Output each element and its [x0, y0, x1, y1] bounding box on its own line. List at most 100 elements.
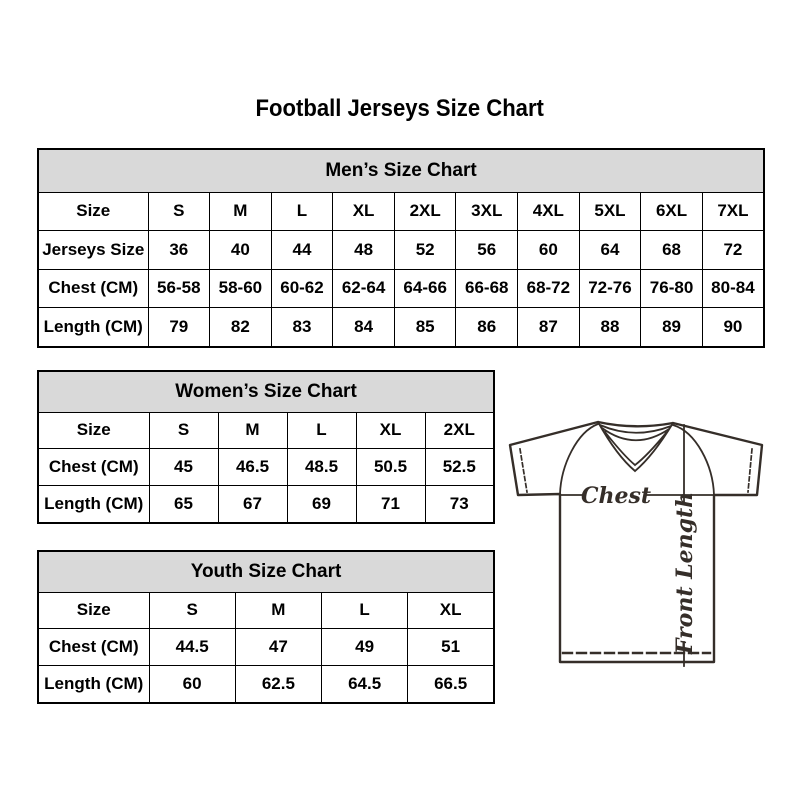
cell: 76-80 [640, 268, 703, 309]
row-label: Length (CM) [37, 307, 149, 348]
cell: 82 [209, 307, 272, 348]
front-length-label: Front Length [672, 492, 698, 655]
cell: 36 [147, 230, 211, 270]
cell: 48.5 [286, 448, 357, 486]
table-row: Size S M L XL [37, 591, 495, 630]
chest-label: Chest [581, 483, 651, 509]
cell: 2XL [393, 191, 457, 232]
cell: 40 [209, 230, 272, 270]
size-table-women: Women’s Size Chart Size S M L XL 2XL Chest (CM)… [37, 370, 495, 524]
cell: 2XL [424, 411, 495, 450]
cell: 90 [701, 307, 765, 348]
table-row: Size S M L XL 2XL 3XL 4XL 5XL 6XL 7XL [37, 191, 765, 232]
cell: 60-62 [270, 268, 334, 309]
size-table-men: Men’s Size Chart Size S M L XL 2XL 3XL 4XL 5XL 6XL… [37, 148, 765, 348]
cell: 46.5 [217, 448, 288, 486]
cell: 86 [455, 307, 519, 348]
cell: 52.5 [424, 448, 495, 486]
cell: S [148, 411, 219, 450]
cell: 73 [424, 484, 495, 524]
row-label: Length (CM) [37, 484, 150, 524]
table-row: Jerseys Size 36 40 44 48 52 56 60 64 68 72 [37, 230, 765, 270]
table-section-title: Youth Size Chart [37, 550, 495, 593]
cell: 62.5 [234, 664, 323, 704]
size-table-youth: Youth Size Chart Size S M L XL Chest (CM) 44.5 4… [37, 550, 495, 704]
cell: 66.5 [407, 664, 495, 704]
cell: L [286, 411, 357, 450]
table-row: Size S M L XL 2XL [37, 411, 495, 450]
table-row: Length (CM) 65 67 69 71 73 [37, 484, 495, 524]
cell: 5XL [578, 191, 642, 232]
table-row: Length (CM) 60 62.5 64.5 66.5 [37, 664, 495, 704]
cell: 68 [640, 230, 703, 270]
cell: 64.5 [320, 664, 409, 704]
cell: M [217, 411, 288, 450]
row-label: Length (CM) [37, 664, 150, 704]
cell: L [270, 191, 334, 232]
cell: 84 [332, 307, 395, 348]
cell: 44.5 [148, 628, 236, 666]
cell: 47 [234, 628, 323, 666]
table-section-title: Men’s Size Chart [37, 148, 765, 193]
cell: 64-66 [393, 268, 457, 309]
jersey-outline [508, 420, 764, 664]
cell: 58-60 [209, 268, 272, 309]
cell: 72 [701, 230, 765, 270]
cell: XL [407, 591, 495, 630]
table-row: Length (CM) 79 82 83 84 85 86 87 88 89 90 [37, 307, 765, 348]
page-title: Football Jerseys Size Chart [255, 95, 545, 122]
cell: M [234, 591, 323, 630]
cell: 65 [148, 484, 219, 524]
table-row: Chest (CM) 45 46.5 48.5 50.5 52.5 [37, 448, 495, 486]
cell: 67 [217, 484, 288, 524]
cell: M [209, 191, 272, 232]
cell: 80-84 [701, 268, 765, 309]
cell: 48 [332, 230, 395, 270]
cell: 62-64 [332, 268, 395, 309]
cell: 4XL [517, 191, 580, 232]
cell: S [148, 591, 236, 630]
cell: 3XL [455, 191, 519, 232]
cell: 72-76 [578, 268, 642, 309]
table-header-row: Men’s Size Chart [37, 148, 765, 193]
row-label: Chest (CM) [37, 268, 149, 309]
cell: 79 [147, 307, 211, 348]
jersey-measurement-diagram: Chest Front Length [508, 420, 764, 667]
collar-lines [596, 420, 675, 473]
row-label: Jerseys Size [37, 230, 149, 270]
cell: 71 [355, 484, 426, 524]
cell: 52 [393, 230, 457, 270]
cell: 69 [286, 484, 357, 524]
table-row: Chest (CM) 56-58 58-60 60-62 62-64 64-66 66-68… [37, 268, 765, 309]
cell: 56 [455, 230, 519, 270]
cell: L [320, 591, 409, 630]
cell: 49 [320, 628, 409, 666]
cell: 66-68 [455, 268, 519, 309]
table-section-title: Women’s Size Chart [37, 370, 495, 413]
cell: 50.5 [355, 448, 426, 486]
cell: 44 [270, 230, 334, 270]
cell: 56-58 [147, 268, 211, 309]
cell: S [147, 191, 211, 232]
table-header-row: Youth Size Chart [37, 550, 495, 593]
row-label: Size [37, 591, 150, 630]
row-label: Chest (CM) [37, 628, 150, 666]
cell: 87 [517, 307, 580, 348]
cell: 6XL [640, 191, 703, 232]
cell: XL [355, 411, 426, 450]
row-label: Size [37, 191, 149, 232]
table-header-row: Women’s Size Chart [37, 370, 495, 413]
cell: 51 [407, 628, 495, 666]
cell: 68-72 [517, 268, 580, 309]
cell: 89 [640, 307, 703, 348]
row-label: Size [37, 411, 150, 450]
cell: 85 [393, 307, 457, 348]
row-label: Chest (CM) [37, 448, 150, 486]
cell: 7XL [701, 191, 765, 232]
cuff-stitch-lines [519, 448, 753, 493]
table-row: Chest (CM) 44.5 47 49 51 [37, 628, 495, 666]
cell: 45 [148, 448, 219, 486]
cell: 83 [270, 307, 334, 348]
cell: 64 [578, 230, 642, 270]
